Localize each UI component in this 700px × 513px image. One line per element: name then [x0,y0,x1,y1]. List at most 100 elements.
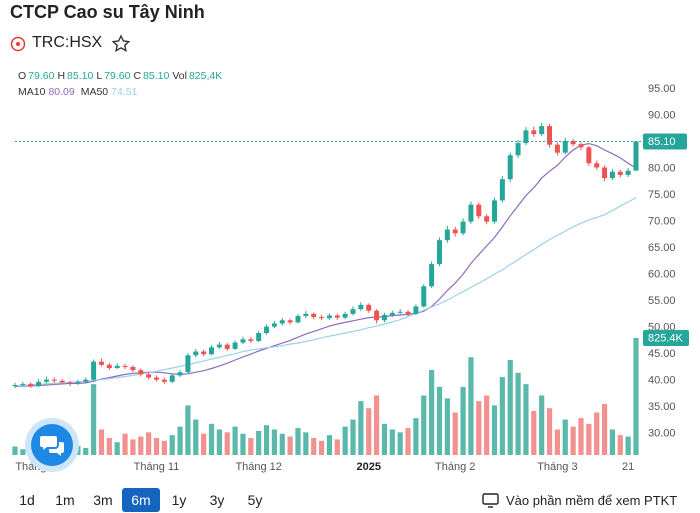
candle-body [114,365,120,369]
candle-body [492,200,498,222]
volume-bar [75,445,81,455]
volume-bar [240,433,246,455]
volume-bar [546,408,553,455]
range-button[interactable]: 1y [171,492,187,508]
volume-bar [232,426,238,455]
candle-body [106,364,112,369]
candle-body [264,326,270,333]
volume-bar [161,440,167,455]
volume-bar [460,386,466,455]
candle-body [67,382,73,384]
candle-body [319,317,325,319]
volume-bar [185,405,191,455]
range-button[interactable]: 1d [19,492,35,508]
candle-body [633,141,639,171]
candle-body [476,204,482,217]
candle-body [59,380,65,383]
ma-legend-name: MA10 [18,86,46,98]
ma-legend-value: 74.51 [111,86,138,98]
volume-bar [326,435,333,455]
ma-line [14,142,637,388]
volume-bar [91,384,97,455]
range-button[interactable]: 6m [122,488,160,512]
x-tick-label: 21 [622,461,634,473]
candle-body [405,311,411,314]
candle-body [287,320,293,323]
candle-body [240,339,246,343]
candle-body [20,383,26,385]
candle-body [531,130,537,135]
candle-body [602,167,608,179]
ticker-icon-dot [16,42,20,46]
volume-bar [436,386,443,455]
volume-bar [366,408,372,455]
legend-value: 85.10 [67,70,94,82]
candle-body [138,370,144,375]
candle-body [421,286,427,307]
volume-bar [83,447,89,455]
candle-body [169,375,175,382]
x-tick-label: Tháng 2 [435,461,475,473]
volume-bar [318,440,325,455]
x-tick-label: Tháng 12 [235,461,281,473]
candle-body [444,229,450,241]
volume-bar [562,419,568,455]
volume-bar [531,411,537,455]
candle-body [122,365,128,367]
candle-body [468,204,474,222]
volume-bar [295,428,301,455]
volume-bar [342,426,348,455]
volume-bar [507,360,513,455]
candle-body [570,140,576,145]
volume-bar [146,432,152,455]
candle-body [43,379,49,382]
x-tick-label: Tháng 10 [15,461,61,473]
volume-bar [633,338,639,455]
candle-body [617,171,623,175]
last-volume-label: 825.4K [648,332,684,344]
volume-bar [20,449,26,455]
volume-bar [28,445,34,455]
last-volume-tag [643,330,689,346]
volume-bar [523,384,529,455]
volume-bar [397,432,403,455]
y-tick-label: 55.00 [648,295,676,307]
ticker-icon [10,36,26,52]
range-button[interactable]: 1m [55,492,75,508]
candle-body [185,355,191,373]
volume-bar [35,447,42,455]
candle-body [334,315,340,318]
volume-bar [358,401,364,455]
volume-bar [169,435,175,455]
candle-body [413,306,419,314]
y-tick-label: 60.00 [648,269,676,281]
volume-bar [468,357,474,455]
y-tick-label: 95.00 [648,83,676,95]
y-tick-label: 30.00 [648,428,676,440]
range-button[interactable]: 3m [93,492,113,508]
candle-body [499,179,505,201]
candle-body [271,323,277,327]
range-button[interactable]: 3y [209,492,225,508]
watch-star[interactable] [111,34,131,52]
candle-body [193,351,199,356]
legend-key: O [18,70,27,82]
candle-body [177,372,183,376]
candle-body [539,126,545,135]
candle-body [554,144,560,153]
volume-bar [405,428,411,455]
range-button[interactable]: 5y [247,492,263,508]
candle-body [586,147,592,164]
candle-body [374,310,380,321]
volume-bar [484,395,490,455]
candle-body [594,163,600,168]
legend-value: 79.60 [28,70,55,82]
volume-bar [421,395,427,455]
volume-bar [554,429,560,455]
y-tick-label: 40.00 [648,375,676,387]
volume-bar [224,432,230,455]
candle-body [209,347,215,355]
software-link[interactable]: Vào phần mềm để xem PTKT [506,493,678,508]
